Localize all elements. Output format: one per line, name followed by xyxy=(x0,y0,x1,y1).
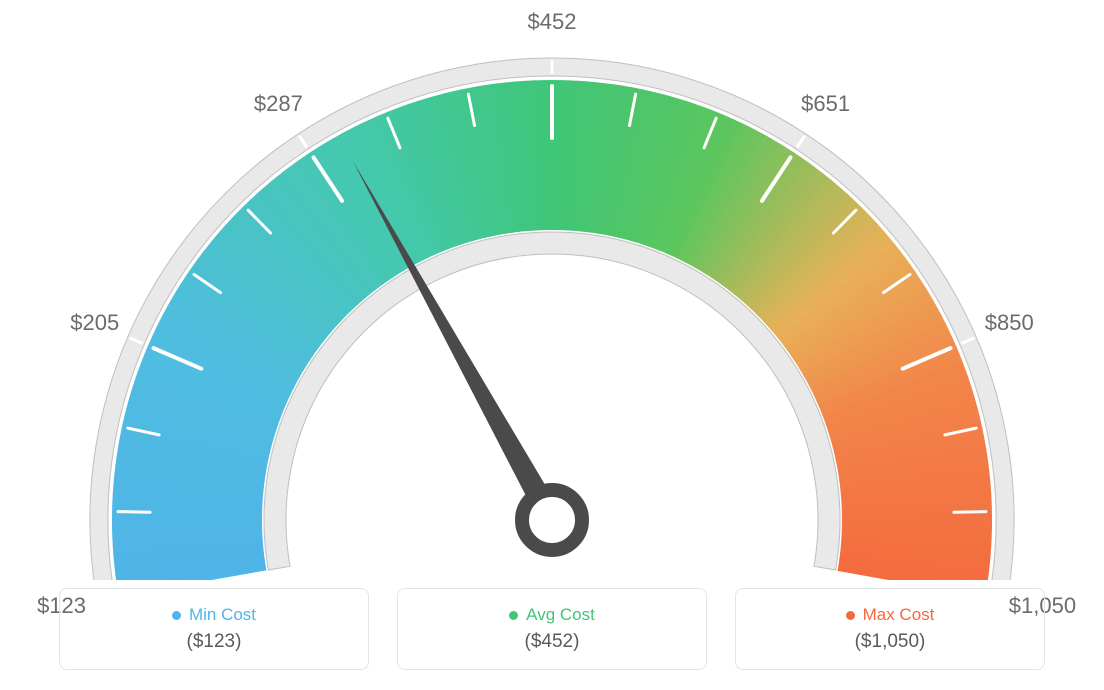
gauge-tick-label: $850 xyxy=(985,310,1034,336)
dot-icon xyxy=(846,611,855,620)
legend-min: Min Cost ($123) xyxy=(59,588,369,670)
legend-avg: Avg Cost ($452) xyxy=(397,588,707,670)
legend-avg-value: ($452) xyxy=(525,631,580,653)
legend-row: Min Cost ($123) Avg Cost ($452) Max Cost… xyxy=(59,588,1045,670)
legend-max-label-row: Max Cost xyxy=(846,605,935,625)
gauge-svg xyxy=(52,20,1052,580)
legend-max-label: Max Cost xyxy=(863,605,935,625)
legend-max: Max Cost ($1,050) xyxy=(735,588,1045,670)
dot-icon xyxy=(172,611,181,620)
legend-min-value: ($123) xyxy=(187,631,242,653)
dot-icon xyxy=(509,611,518,620)
gauge-tick-label: $452 xyxy=(528,9,577,35)
legend-max-value: ($1,050) xyxy=(855,631,926,653)
legend-min-label: Min Cost xyxy=(189,605,256,625)
gauge-tick-label: $651 xyxy=(801,91,850,117)
gauge-tick-label: $205 xyxy=(70,310,119,336)
legend-avg-label-row: Avg Cost xyxy=(509,605,595,625)
legend-min-label-row: Min Cost xyxy=(172,605,256,625)
legend-avg-label: Avg Cost xyxy=(526,605,595,625)
gauge-tick-label: $287 xyxy=(254,91,303,117)
cost-gauge: $123$205$287$452$651$850$1,050 xyxy=(52,20,1052,580)
